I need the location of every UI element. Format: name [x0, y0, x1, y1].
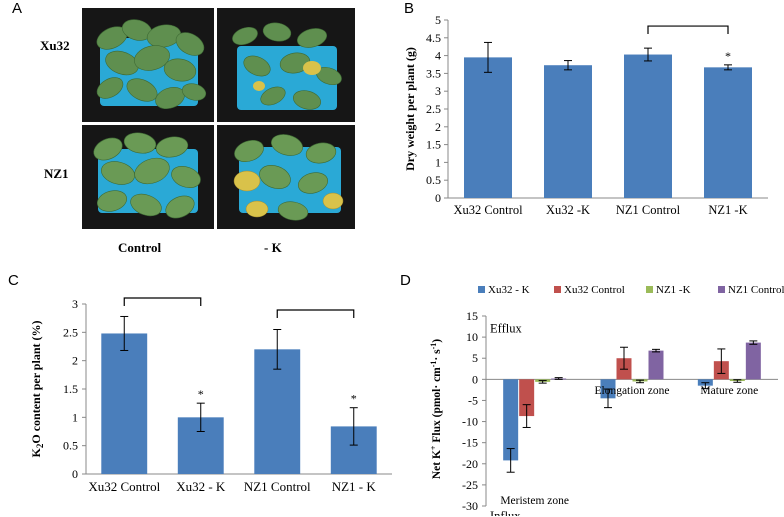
chart-b-ytick-label: 3 [435, 84, 441, 98]
chart-d-efflux-label: Efflux [490, 322, 522, 336]
panel-label-c: C [8, 272, 19, 289]
panel-label-b: B [404, 0, 415, 17]
row-label-xu32: Xu32 [40, 38, 70, 53]
panel-label-d: D [400, 272, 411, 289]
chart-b-category-label: NZ1 Control [616, 203, 681, 217]
chart-d-y-title-part: ) [431, 339, 443, 343]
chart-d-y-axis-title: Net K+ Flux (pmol· cm-1· s-1) [429, 339, 443, 479]
chart-c-comparison-bracket [276, 309, 355, 318]
chart-c-ytick-label: 0.5 [63, 439, 78, 453]
chart-d-ytick-label: -30 [462, 499, 478, 513]
photo-xu32-minus-k [217, 8, 355, 122]
photo-nz1-control [82, 125, 214, 229]
chart-d-legend-swatch [646, 286, 653, 293]
chart-d-legend-label: NZ1 Control [728, 284, 784, 296]
chart-d-ytick-label: -25 [462, 478, 478, 492]
chart-c-bar [101, 333, 148, 474]
panel-label-a: A [12, 0, 23, 17]
col-label-control: Control [118, 240, 162, 255]
chart-c-category-label: NZ1 Control [244, 479, 311, 494]
chart-d-y-title-superscript: -1 [429, 343, 438, 350]
chart-b-bar [464, 57, 512, 198]
chart-d-net-k-flux: -30 -25 -20 -15 -10 -5 0 5 10 15 Meristem zone Elon… [429, 284, 784, 516]
chart-c-ytick-label: 2.5 [63, 325, 78, 339]
chart-b-ytick-label: 1 [435, 155, 441, 169]
chart-b-ytick-label: 1.5 [426, 138, 441, 152]
photo-xu32-minus-k-drawing [232, 22, 342, 110]
chart-d-legend-label: Xu32 Control [564, 284, 625, 296]
chart-d-influx-label: Influx [490, 509, 521, 516]
chart-d-ytick-label: -20 [462, 457, 478, 471]
chart-b-ytick-label: 4 [435, 49, 441, 63]
chart-d-category-label: Meristem zone [500, 495, 569, 507]
chart-d-y-title-part: Flux (pmol· cm [431, 367, 443, 446]
chart-d-category-label: Mature zone [700, 385, 758, 397]
chart-c-y-title-part: O content per plant (%) [29, 321, 43, 444]
chart-d-legend-label: Xu32 - K [488, 284, 530, 296]
chart-b-y-axis-title: Dry weight per plant (g) [403, 47, 417, 171]
chart-d-ytick-label: -5 [468, 393, 478, 407]
chart-d-y-title-part: Net K [431, 450, 443, 479]
chart-b-ytick-label: 0 [435, 191, 441, 205]
photo-nz1-minus-k-drawing [233, 134, 344, 221]
chart-d-legend-swatch [478, 286, 485, 293]
chart-d-ytick-label: 10 [466, 330, 478, 344]
chart-c-ytick-label: 0 [72, 467, 78, 481]
chart-b-category-label: Xu32 Control [453, 203, 523, 217]
chart-c-ytick-label: 2 [72, 354, 78, 368]
chart-c-comparison-bracket [123, 297, 202, 306]
chart-b-bar [544, 65, 592, 198]
chart-d-y-title-part: · s [431, 349, 443, 361]
chart-b-comparison-bracket [647, 25, 729, 35]
chart-b-category-label: NZ1 -K [708, 203, 747, 217]
chart-d-ytick-label: 15 [466, 309, 478, 323]
chart-b-ytick-label: 2 [435, 120, 441, 134]
chart-c-ytick-label: 1 [72, 410, 78, 424]
chart-c-significance-star: * [198, 387, 204, 401]
chart-d-ytick-label: -10 [462, 415, 478, 429]
chart-c-category-label: Xu32 - K [176, 479, 226, 494]
chart-d-ytick-label: 5 [472, 351, 478, 365]
row-label-nz1: NZ1 [44, 166, 69, 181]
chart-d-legend-swatch [718, 286, 725, 293]
chart-b-significance-star: * [725, 49, 731, 63]
chart-b-dry-weight: 0 0.5 1 1.5 2 2.5 3 3.5 4 4.5 5 Xu32 Control Xu32 -K… [403, 13, 768, 217]
chart-b-category-label: Xu32 -K [546, 203, 590, 217]
chart-d-bar [503, 379, 519, 461]
col-label-minus-k: - K [264, 240, 282, 255]
chart-d-ytick-label: 0 [472, 372, 478, 386]
chart-d-category-label: Elongation zone [594, 385, 669, 397]
chart-c-category-label: Xu32 Control [88, 479, 160, 494]
chart-d-bar [745, 342, 761, 380]
chart-d-ytick-label: -15 [462, 436, 478, 450]
chart-c-ytick-label: 3 [72, 297, 78, 311]
chart-c-category-label: NZ1 - K [332, 479, 377, 494]
chart-d-bar [648, 350, 664, 380]
photo-nz1-minus-k [217, 125, 355, 229]
photo-xu32-control-drawing [96, 19, 207, 110]
chart-d-legend-swatch [554, 286, 561, 293]
chart-b-bar [704, 67, 752, 199]
chart-d-y-title-superscript: + [429, 445, 438, 450]
chart-b-ytick-label: 3.5 [426, 66, 441, 80]
chart-d-bar [519, 379, 535, 417]
chart-c-k2o-content: 0 0.5 1 1.5 2 2.5 3 Xu32 Control Xu32 - K NZ1 Con… [29, 297, 392, 494]
chart-c-bar [254, 349, 301, 474]
chart-c-y-axis-title: K2O content per plant (%) [29, 321, 45, 458]
chart-b-ytick-label: 2.5 [426, 102, 441, 116]
chart-d-y-title-superscript: -1 [429, 361, 438, 368]
chart-b-ytick-label: 4.5 [426, 31, 441, 45]
chart-b-bar [624, 54, 672, 199]
chart-b-ytick-label: 5 [435, 13, 441, 27]
chart-c-significance-star: * [351, 392, 357, 406]
chart-c-y-title-subscript: 2 [35, 443, 45, 448]
photo-nz1-control-drawing [93, 132, 201, 219]
chart-c-y-title-part: K [29, 447, 43, 457]
chart-d-legend-label: NZ1 -K [656, 284, 691, 296]
chart-c-ytick-label: 1.5 [63, 382, 78, 396]
photo-xu32-control [82, 8, 214, 122]
chart-b-ytick-label: 0.5 [426, 173, 441, 187]
